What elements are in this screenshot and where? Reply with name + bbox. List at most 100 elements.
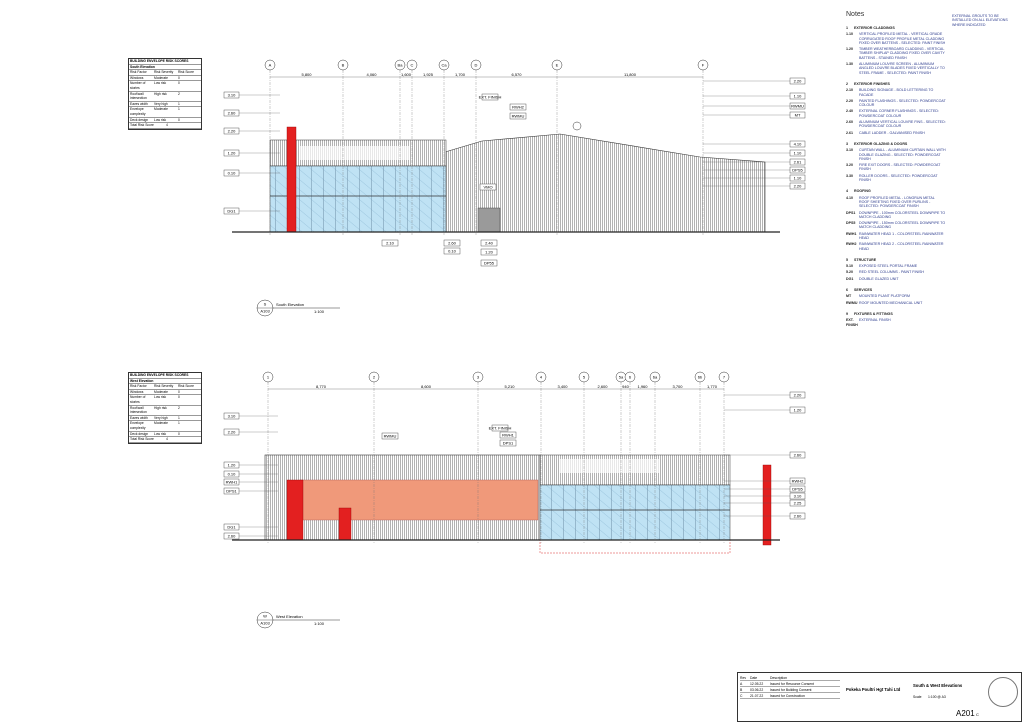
level-tag-label: 2.60 (794, 452, 803, 457)
south-building (232, 121, 780, 233)
grid-bubble (718, 371, 730, 383)
note-code: 1.10 (846, 32, 853, 37)
section-title: STRUCTURE (854, 257, 877, 262)
grid-bubble (472, 371, 484, 383)
dimension: 1,960 (637, 384, 648, 389)
schedule-title: BUILDING ENVELOPE RISK SCORES (129, 59, 201, 65)
callout-tag (381, 239, 399, 247)
note-code: DG1 (846, 276, 854, 281)
schedule-total-cell: Total Risk Score (130, 437, 154, 442)
schedule-cell: Low risk (154, 431, 167, 436)
note-code: 2.60 (846, 120, 853, 125)
grid-bubble (394, 59, 406, 71)
note-text: FIRE EXIT DOORS - SELECTED: POWDERCOAT F… (859, 163, 941, 172)
section-number: 9 (846, 311, 848, 316)
note-item: DG1 DOUBLE GLAZED UNIT (846, 277, 946, 281)
note-item: RWH2 RAINWATER HEAD 2 - COLORSTEEL RAINWA… (846, 242, 946, 251)
callout-label: 2.60 (448, 240, 457, 245)
dimension: 8,600 (421, 384, 432, 389)
dimension: 5,800 (301, 72, 312, 77)
schedule-cell: Very high (154, 415, 168, 420)
section-number: 3 (846, 141, 848, 146)
callout-tag (443, 247, 461, 255)
schedule-cell: 0 (178, 389, 180, 394)
revision-cell: Issued for Building Consent (770, 687, 812, 692)
grid-bubble (551, 59, 563, 71)
schedule-cell: Moderate (154, 389, 168, 394)
grid-label: 6a (653, 374, 658, 379)
callout-label: 2.40 (485, 240, 494, 245)
section-number: 5 (846, 257, 848, 262)
level-tag-label: DPS5 (792, 486, 803, 491)
schedule-cell: 0 (178, 75, 180, 80)
schedule-row: Eaves width Very high 1 (129, 416, 201, 422)
note-code: 5.10 (846, 264, 853, 269)
note-code: 3.10 (846, 148, 853, 153)
section-number: 6 (846, 288, 848, 293)
note-item: 3.30 ROLLER DOORS - SELECTED: POWDERCOAT … (846, 174, 946, 183)
dimension: 940 (622, 384, 629, 389)
revision-cell: 03.06.22 (750, 687, 764, 692)
schedule-row: Number of stories Low risk 0 (129, 395, 201, 406)
note-code: RWH1 (846, 231, 857, 236)
schedule-cell: 0 (178, 395, 180, 400)
section-title: FIXTURES & FITTINGS (854, 311, 893, 316)
callout-label: 1.20 (485, 249, 494, 254)
note-section: 4 ROOFING (846, 189, 946, 193)
callout-label: 2.10 (386, 240, 395, 245)
schedule-row: Deck design Low risk 0 (129, 118, 201, 124)
note-code: RWH2 (846, 242, 857, 247)
section-title: ROOFING (854, 189, 871, 194)
schedule-subtitle-text: South Elevation (130, 64, 155, 69)
note-text: ALUMINIUM LOUVRE SCREEN - ALUMINIUM ANGL… (859, 62, 945, 75)
view-sheet: A103 (260, 309, 270, 314)
revision-row: C 21.07.22 Issued for Construction (740, 693, 840, 699)
dimension: 1,600 (401, 72, 412, 77)
callout-tag (480, 259, 498, 267)
callout-tag (481, 93, 499, 101)
level-tag-label: 2.25 (794, 500, 803, 505)
note-code: RWMU (846, 300, 858, 305)
callout-label: EXT. FINISH (489, 425, 512, 430)
grid-bubble (694, 371, 706, 383)
callout-label: RWMU (384, 433, 397, 438)
level-tag-label: 2.20 (794, 78, 803, 83)
note-item: 3.10 CURTAIN WALL - ALUMINIUM CURTAIN WAL… (846, 148, 946, 161)
callout-tag (499, 431, 517, 439)
note-code: EXT. FINISH (846, 318, 858, 327)
note-text: ROOF MOUNTED MECHANICAL UNIT (859, 300, 923, 305)
note-text: DOWNPIPE - 150mm COLORSTEEL DOWNPIPE TO … (859, 221, 946, 230)
schedule-row: Envelope complexity Moderate 1 (129, 107, 201, 118)
note-text: DOWNPIPE - 100mm COLORSTEEL DOWNPIPE TO … (859, 210, 946, 219)
grid-label: 5 (583, 374, 586, 379)
schedule-cell: High risk (154, 91, 167, 96)
note-text: RAINWATER HEAD 2 - COLORSTEEL RAINWATER … (859, 242, 944, 251)
schedule-cell: 2 (178, 405, 180, 410)
callout-tag (443, 239, 461, 247)
note-code: 3.20 (846, 163, 853, 168)
level-tag-label: 1.20 (228, 462, 237, 467)
note-item: RWMU ROOF MOUNTED MECHANICAL UNIT (846, 301, 946, 305)
schedule-cell: Low risk (154, 81, 167, 86)
schedule-cell: 0 (178, 81, 180, 86)
note-code: 1.30 (846, 62, 853, 67)
dimension: 1,700 (455, 72, 466, 77)
schedule-cell: Roof/wall intersection (130, 91, 147, 101)
note-text: BUILDING SIGNAGE - BOLD LETTERING TO FAC… (859, 88, 934, 97)
dimension: 6,570 (511, 72, 522, 77)
grid-label: B (342, 62, 345, 67)
note-item: DPS5 DOWNPIPE - 150mm COLORSTEEL DOWNPIPE… (846, 221, 946, 230)
level-tag-label: 2.20 (228, 429, 237, 434)
level-tag-label: 1.10 (794, 93, 803, 98)
schedule-cell: Envelope complexity (130, 107, 146, 116)
title-block: Rev Date Description A 12.05.22 Issued for Re… (737, 672, 1022, 722)
grid-label: F (702, 62, 705, 67)
grid-label: C (411, 62, 414, 67)
note-section: 5 STRUCTURE (846, 258, 946, 262)
schedule-cell: Windows (130, 389, 144, 394)
note-code: 2.10 (846, 88, 853, 93)
schedule-subtitle: South Elevation (129, 65, 201, 71)
scale: 1:100 @ A3 (928, 695, 946, 699)
grid-bubble (406, 59, 418, 71)
